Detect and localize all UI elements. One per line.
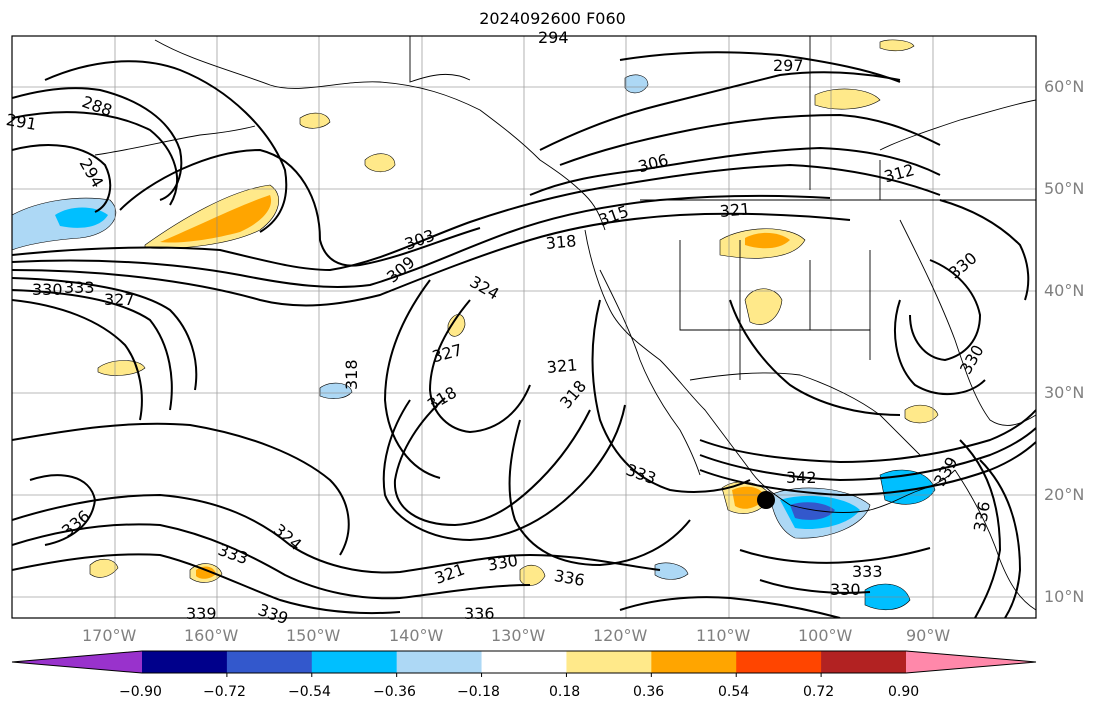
shading-layer — [12, 39, 939, 610]
contour-label: 330 — [32, 280, 63, 299]
contour-label: 318 — [342, 359, 361, 390]
colorbar-swatch — [226, 651, 313, 673]
map-frame — [11, 35, 1037, 619]
shade-yellow-ak4 — [879, 39, 915, 52]
lon-label-110w: 110°W — [696, 626, 751, 645]
isentrope-contours — [12, 51, 1036, 618]
contour-label: 327 — [104, 290, 135, 309]
colorbar-tick-label: −0.54 — [288, 684, 331, 700]
shade-blue-dark-mexico — [790, 502, 835, 520]
colorbar-tick-label: 0.18 — [549, 684, 581, 700]
lat-label-60n: 60°N — [1044, 77, 1085, 96]
shade-yellow-s3 — [89, 559, 119, 578]
shade-orange-mexico — [732, 486, 765, 509]
colorbar-tick-label: −0.72 — [203, 684, 246, 700]
colorbar-swatch — [651, 651, 737, 673]
lon-label-160w: 160°W — [184, 626, 239, 645]
lon-label-140w: 140°W — [389, 626, 444, 645]
shade-yellow-nevada — [744, 288, 783, 325]
shade-blue-north — [624, 74, 649, 94]
lat-label-20n: 20°N — [1044, 485, 1085, 504]
shade-cyan-pacific — [55, 207, 108, 228]
shade-orange-bc — [745, 232, 790, 249]
lon-label-120w: 120°W — [593, 626, 648, 645]
lat-label-50n: 50°N — [1044, 179, 1085, 198]
shade-yellow-ak — [814, 88, 881, 110]
lon-label-90w: 90°W — [906, 626, 951, 645]
shade-yellow-caribbean — [904, 404, 939, 424]
contour-label: 321 — [719, 199, 752, 221]
contour-label: 294 — [538, 28, 569, 47]
colorbar-extend-low — [12, 651, 142, 673]
shade-yellow-ak2 — [364, 153, 396, 173]
colorbar-tick-label: −0.18 — [457, 684, 500, 700]
colorbar-tick-label: −0.90 — [119, 684, 162, 700]
lat-label-40n: 40°N — [1044, 281, 1085, 300]
colorbar-swatch — [566, 651, 652, 673]
shade-blue-w — [319, 382, 353, 399]
shade-orange-gulf — [160, 195, 272, 243]
contour-label: 342 — [786, 468, 817, 487]
lon-label-170w: 170°W — [82, 626, 137, 645]
colorbar-tick-label: −0.36 — [373, 684, 416, 700]
colorbar-tick-label: 0.72 — [803, 684, 835, 700]
shade-blue-sub — [654, 562, 689, 580]
colorbar-extend-high — [906, 651, 1036, 673]
shade-blue-gulf — [879, 469, 936, 505]
colorbar-swatch — [142, 651, 228, 673]
colorbar-swatch — [821, 651, 907, 673]
contour-label: 333 — [64, 278, 95, 297]
lon-label-100w: 100°W — [798, 626, 853, 645]
lon-label-130w: 130°W — [491, 626, 546, 645]
graticule — [12, 36, 1036, 618]
shade-yellow-ak3 — [299, 112, 331, 129]
colorbar-swatch — [481, 651, 567, 673]
colorbar-swatch — [396, 651, 483, 673]
contour-label: 330 — [830, 580, 861, 599]
colorbar-tick-label: 0.36 — [633, 684, 665, 700]
lat-label-10n: 10°N — [1044, 587, 1085, 606]
shade-yellow-mid — [447, 314, 466, 337]
lat-label-30n: 30°N — [1044, 383, 1085, 402]
lon-label-150w: 150°W — [286, 626, 341, 645]
storm-center-marker — [757, 491, 775, 509]
contour-label: 336 — [464, 604, 495, 623]
shade-yellow-w — [97, 360, 146, 376]
contour-label: 318 — [545, 231, 578, 253]
shade-yellow-gulf — [144, 184, 279, 249]
contour-label: 297 — [773, 56, 804, 75]
coastlines — [94, 36, 1036, 611]
colorbar-swatch — [736, 651, 822, 673]
plot-title: 2024092600 F060 — [479, 9, 626, 28]
contour-label: 339 — [186, 604, 217, 623]
colorbar-tick-label: 0.90 — [888, 684, 920, 700]
shade-orange-s1 — [196, 566, 216, 579]
shade-yellow-s2 — [519, 564, 546, 586]
colorbar-swatch — [311, 651, 398, 673]
contour-label: 333 — [852, 562, 883, 581]
colorbar — [11, 650, 1037, 677]
contour-label: 321 — [546, 355, 579, 377]
colorbar-tick-label: 0.54 — [718, 684, 750, 700]
